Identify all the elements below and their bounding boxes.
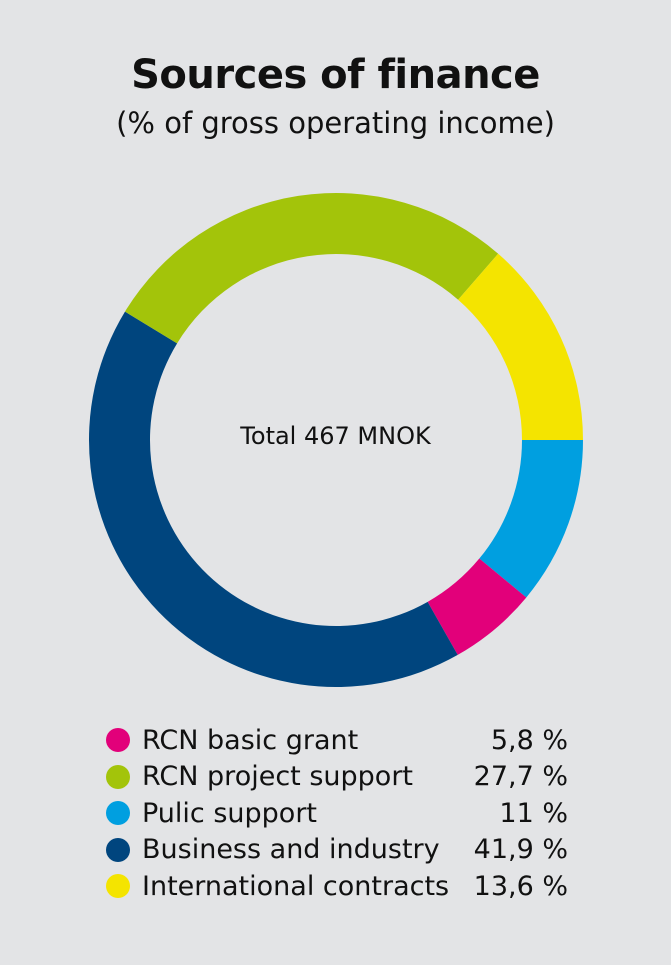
legend-label: Pulic support: [142, 797, 318, 829]
legend-item: RCN project support 27,7 %: [106, 759, 568, 796]
chart-title: Sources of finance: [131, 52, 540, 98]
legend: RCN basic grant 5,8 % RCN project support 2…: [106, 722, 568, 905]
legend-dot-icon: [106, 801, 130, 826]
donut-segment: [458, 253, 583, 440]
legend-value: 5,8 %: [490, 724, 568, 756]
legend-value: 11 %: [499, 797, 568, 829]
legend-label: RCN basic grant: [142, 724, 359, 756]
legend-value: 13,6 %: [473, 870, 568, 902]
total-label: Total 467 MNOK: [240, 422, 431, 450]
chart-subtitle: (% of gross operating income): [116, 106, 555, 140]
legend-label: Business and industry: [142, 834, 440, 866]
legend-label: International contracts: [142, 870, 450, 902]
legend-dot-icon: [106, 764, 130, 789]
legend-label: RCN project support: [142, 761, 414, 793]
donut-segment: [427, 558, 527, 655]
legend-dot-icon: [106, 837, 130, 862]
legend-dot-icon: [106, 874, 130, 899]
donut-segment: [124, 193, 499, 344]
legend-item: Business and industry 41,9 %: [106, 832, 568, 869]
legend-value: 27,7 %: [473, 761, 568, 793]
legend-item: RCN basic grant 5,8 %: [106, 722, 568, 759]
legend-value: 41,9 %: [473, 834, 568, 866]
donut-segment: [89, 311, 458, 687]
legend-item: International contracts 13,6 %: [106, 868, 568, 905]
legend-item: Pulic support 11 %: [106, 795, 568, 832]
donut-segment: [479, 440, 583, 598]
legend-dot-icon: [106, 728, 130, 753]
